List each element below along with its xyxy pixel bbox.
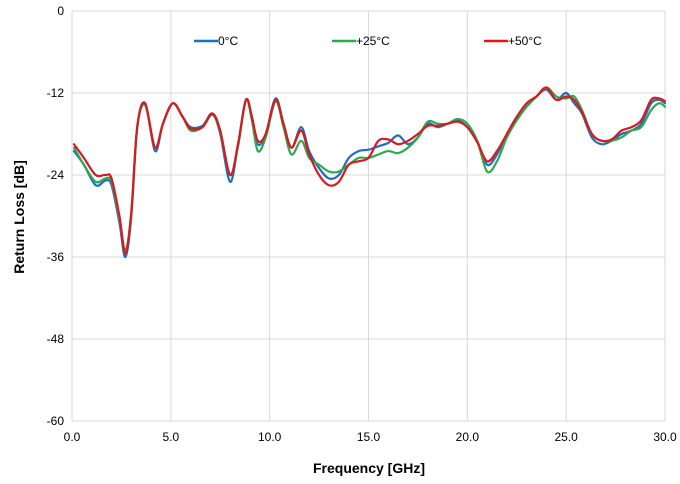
legend-label: +25°C: [356, 34, 390, 48]
legend-label: 0°C: [218, 34, 238, 48]
y-tick-label: -24: [47, 168, 65, 182]
series-line-3: [72, 86, 667, 255]
series-lines: [72, 86, 667, 259]
gridlines: [71, 10, 666, 422]
y-tick-label: -60: [47, 414, 65, 428]
y-tick-label: -12: [47, 86, 65, 100]
x-tick-label: 15.0: [357, 430, 381, 444]
x-tick-label: 5.0: [162, 430, 179, 444]
x-axis-title: Frequency [GHz]: [313, 460, 425, 476]
y-tick-label: -36: [47, 250, 65, 264]
x-tick-label: 30.0: [653, 430, 677, 444]
series-line-2: [72, 86, 667, 252]
series-line-1: [72, 88, 667, 259]
y-axis-title: Return Loss [dB]: [11, 160, 27, 274]
legend-label: +50°C: [508, 34, 542, 48]
legend: 0°C +25°C +50°C: [194, 34, 542, 48]
x-tick-label: 20.0: [456, 430, 480, 444]
y-tick-label: -48: [47, 332, 65, 346]
x-tick-label: 0.0: [64, 430, 81, 444]
y-tick-label: 0: [57, 4, 64, 18]
x-axis-ticks: 0.0 5.0 10.0 15.0 20.0 25.0 30.0: [64, 430, 677, 444]
x-tick-label: 10.0: [258, 430, 282, 444]
y-axis-ticks: 0 -12 -24 -36 -48 -60: [47, 4, 65, 428]
x-tick-label: 25.0: [554, 430, 578, 444]
